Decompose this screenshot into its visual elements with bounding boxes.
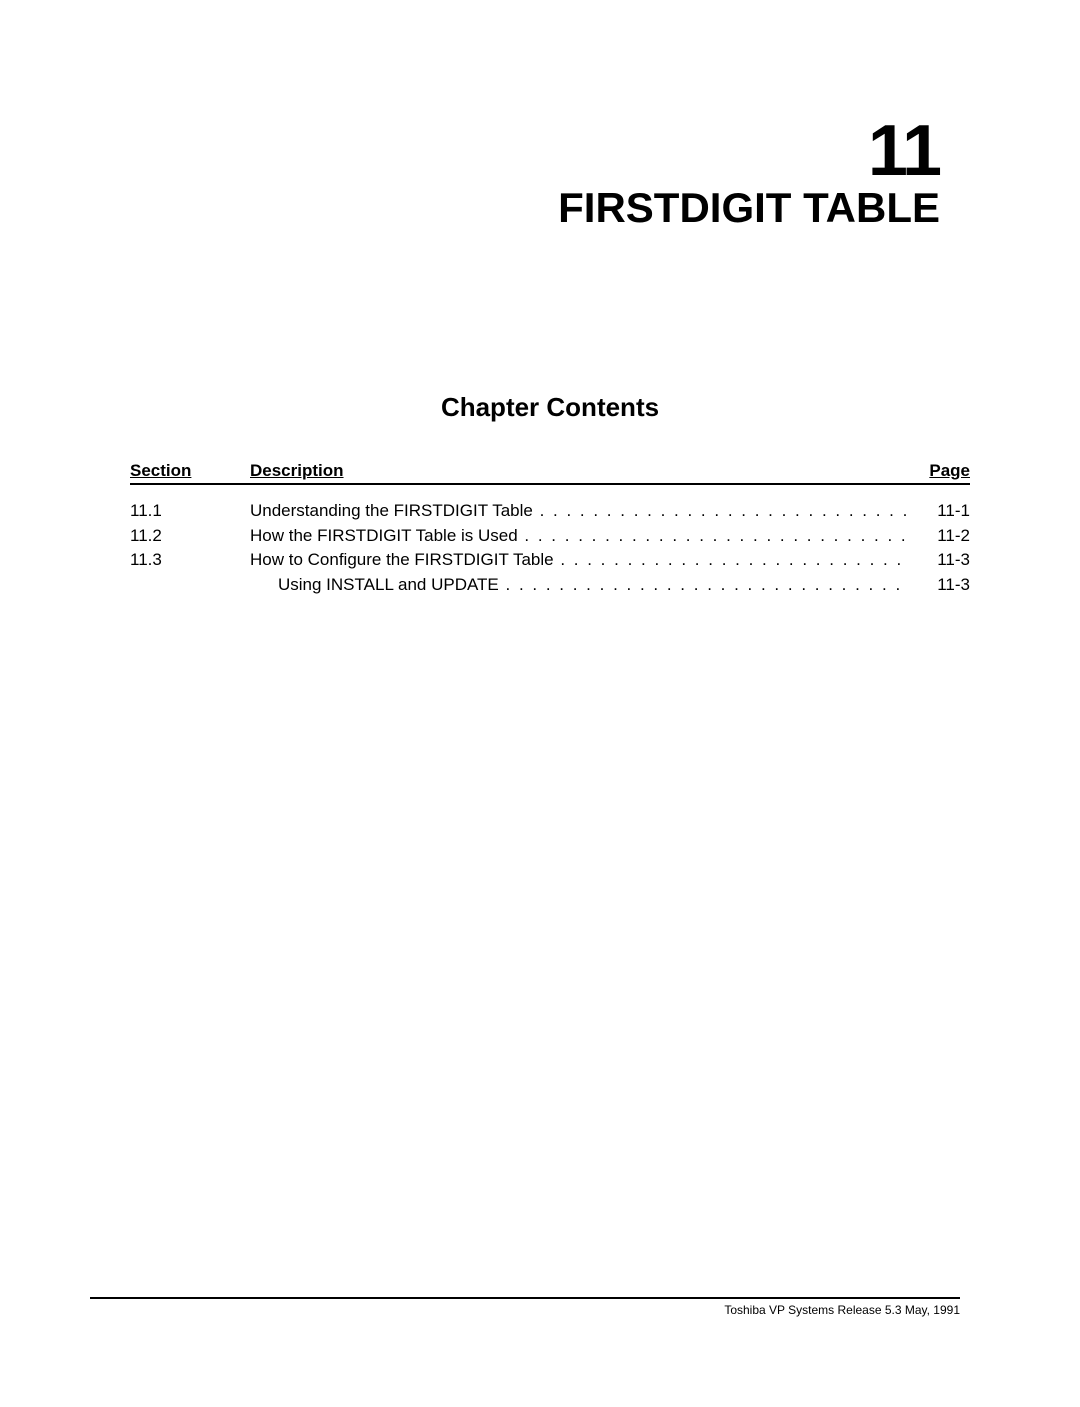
toc: Section Description Page 11.1 Understand…	[130, 461, 970, 598]
page: 11 FIRSTDIGIT TABLE Chapter Contents Sec…	[0, 0, 1080, 1407]
toc-page: 11-1	[910, 499, 970, 524]
toc-header-row: Section Description Page	[130, 461, 970, 485]
toc-description: Understanding the FIRSTDIGIT Table	[250, 499, 910, 524]
toc-section: 11.2	[130, 524, 250, 549]
chapter-title: FIRSTDIGIT TABLE	[130, 184, 940, 232]
toc-page: 11-2	[910, 524, 970, 549]
toc-row: 11.3 How to Configure the FIRSTDIGIT Tab…	[130, 548, 970, 573]
chapter-number: 11	[130, 110, 940, 192]
toc-header-section: Section	[130, 461, 250, 481]
toc-header-page: Page	[910, 461, 970, 481]
toc-page: 11-3	[910, 573, 970, 598]
toc-section: 11.1	[130, 499, 250, 524]
toc-section: 11.3	[130, 548, 250, 573]
toc-row: 11.1 Understanding the FIRSTDIGIT Table …	[130, 499, 970, 524]
toc-row: Using INSTALL and UPDATE 11-3	[130, 573, 970, 598]
toc-description: How the FIRSTDIGIT Table is Used	[250, 524, 910, 549]
toc-page: 11-3	[910, 548, 970, 573]
footer: Toshiba VP Systems Release 5.3 May, 1991	[90, 1297, 960, 1317]
footer-text: Toshiba VP Systems Release 5.3 May, 1991	[90, 1303, 960, 1317]
toc-description: Using INSTALL and UPDATE	[250, 573, 910, 598]
toc-description: How to Configure the FIRSTDIGIT Table	[250, 548, 910, 573]
contents-heading: Chapter Contents	[130, 392, 970, 423]
toc-header-description: Description	[250, 461, 910, 481]
toc-row: 11.2 How the FIRSTDIGIT Table is Used 11…	[130, 524, 970, 549]
footer-rule	[90, 1297, 960, 1299]
